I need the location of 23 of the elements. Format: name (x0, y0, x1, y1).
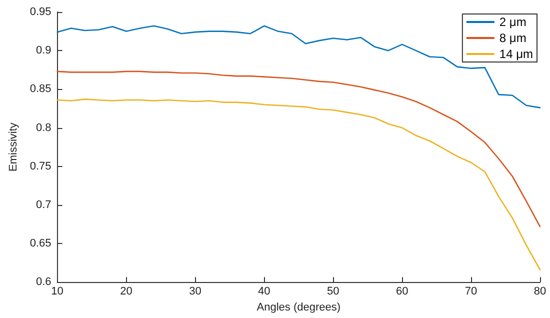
line-series (56, 70, 541, 228)
legend-label: 14 μm (499, 47, 534, 61)
y-tick-label: 0.75 (30, 160, 52, 172)
y-tick-label: 0.85 (30, 83, 52, 96)
legend-label: 2 μm (499, 15, 526, 29)
x-tick-label: 70 (464, 286, 478, 298)
x-tick-label: 30 (189, 286, 202, 298)
y-tick-label: 0.6 (36, 276, 52, 288)
y-axis-title: Emissivity (8, 122, 20, 172)
x-tick-label: 50 (327, 286, 340, 298)
x-tick-label: 20 (120, 286, 132, 298)
x-tick-label: 60 (396, 286, 408, 298)
y-tick-label: 0.65 (30, 238, 52, 250)
y-tick-label: 0.95 (30, 6, 52, 18)
line-series (56, 98, 541, 270)
x-axis-title: Angles (degrees) (256, 302, 341, 314)
x-tick-label: 40 (258, 286, 270, 298)
x-tick-label: 10 (51, 286, 64, 298)
x-tick-label: 80 (534, 286, 546, 298)
legend-label: 8 μm (499, 31, 526, 45)
y-tick-label: 0.8 (36, 122, 52, 134)
y-tick-label: 0.9 (36, 44, 52, 57)
y-tick-label: 0.7 (36, 198, 52, 211)
